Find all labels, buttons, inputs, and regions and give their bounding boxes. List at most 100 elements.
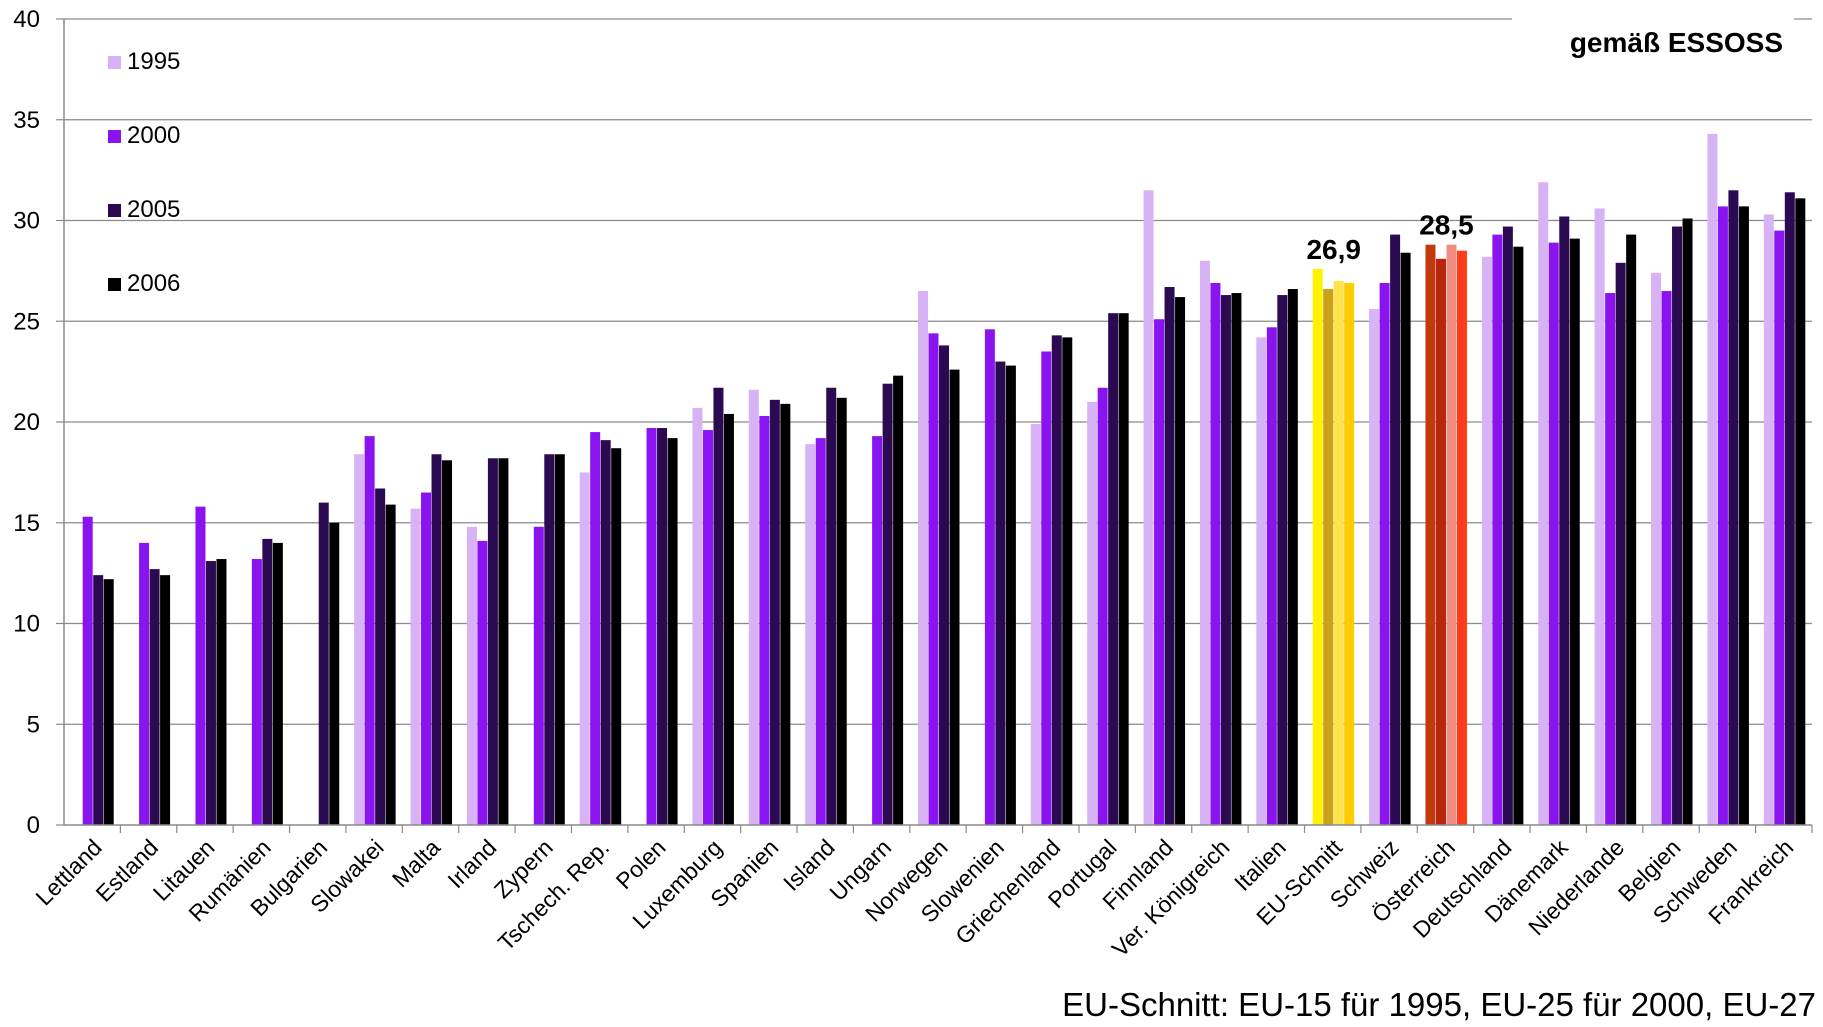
legend-label-1995: 1995 [127, 48, 180, 75]
legend-swatch-2000 [108, 130, 121, 143]
bar-1995 [1030, 424, 1041, 825]
bar-2000 [82, 516, 93, 825]
x-tick-label: Malta [387, 834, 445, 892]
bar-2006 [1231, 293, 1242, 825]
y-tick-label: 5 [27, 711, 40, 738]
bar-2000 [139, 542, 150, 825]
bar-2005 [1108, 313, 1119, 825]
legend-label-2006: 2006 [127, 270, 180, 297]
bar-2005 [657, 428, 668, 825]
bar-2005 [487, 458, 498, 825]
bar-2000 [815, 438, 826, 825]
bar-2005 [544, 454, 555, 825]
bar-2005 [1502, 226, 1513, 826]
bar-2006 [1513, 246, 1524, 825]
bar-2005 [939, 345, 949, 825]
bar-1995 [1763, 214, 1774, 825]
legend-swatch-1995 [108, 56, 121, 69]
bar-2005 [149, 569, 160, 825]
bar-2006 [1795, 198, 1806, 825]
title-background [1512, 18, 1794, 66]
bar-1995 [1651, 272, 1662, 825]
bar-2000 [1154, 319, 1165, 825]
bar-1995 [1256, 337, 1267, 825]
bar-2006 [1175, 297, 1186, 825]
y-tick-label: 40 [13, 6, 40, 33]
bar-2000 [872, 436, 883, 825]
bar-1995 [1087, 401, 1098, 825]
bar-2000 [702, 430, 713, 825]
bar-2006 [385, 504, 396, 825]
bar-2006 [1682, 218, 1693, 826]
y-tick-label: 30 [13, 208, 40, 235]
bar-2006 [272, 542, 283, 825]
y-tick-label: 20 [13, 409, 40, 436]
bar-2000 [1379, 282, 1390, 826]
bar-1995 [1707, 133, 1718, 826]
bar-1995 [805, 444, 816, 825]
bar-1995 [466, 526, 477, 825]
chart-title: gemäß ESSOSS [1570, 27, 1783, 58]
bar-1995 [410, 508, 421, 825]
bar-2000 [928, 333, 939, 825]
bar-2006 [216, 559, 227, 825]
bar-2000 [1266, 327, 1277, 825]
bar-1995 [1199, 260, 1210, 825]
bar-2006 [1456, 250, 1467, 826]
bar-2005 [882, 383, 893, 825]
bar-2000 [1661, 291, 1672, 825]
bar-2000 [1041, 351, 1052, 825]
bar-2006 [836, 397, 847, 825]
bar-2000 [1492, 234, 1503, 826]
bar-1995 [1312, 268, 1323, 825]
bar-2005 [1672, 226, 1683, 826]
y-tick-label: 10 [13, 611, 40, 638]
bar-2005 [1390, 234, 1401, 826]
bar-1995 [918, 291, 928, 825]
x-tick-label: Lettland [30, 834, 106, 910]
legend-label-2000: 2000 [127, 122, 180, 149]
bar-2005 [262, 538, 273, 825]
bar-1995 [354, 454, 365, 825]
bar-2005 [600, 440, 611, 825]
legend: 1995 2000 2005 2006 [108, 48, 180, 297]
x-tick-label: Estland [90, 834, 163, 907]
bar-2000 [1717, 206, 1728, 825]
bar-1995 [1481, 256, 1492, 825]
bar-2006 [1287, 289, 1298, 825]
x-axis-ticks: LettlandEstlandLitauenRumänienBulgarienS… [30, 834, 1798, 962]
bar-2000 [1097, 387, 1108, 825]
footnote: EU-Schnitt: EU-15 für 1995, EU-25 für 20… [1062, 986, 1816, 1023]
bar-2006 [1118, 313, 1129, 825]
bar-2005 [318, 502, 329, 825]
bar-1995 [748, 389, 759, 825]
bar-2000 [759, 415, 770, 825]
bar-2006 [103, 579, 114, 825]
bar-2000 [1548, 242, 1559, 826]
bar-2005 [1277, 295, 1288, 825]
bar-2000 [251, 559, 262, 825]
bar-2006 [1738, 206, 1749, 825]
bar-2005 [431, 454, 442, 825]
legend-swatch-2005 [108, 204, 121, 217]
bar-1995 [692, 407, 703, 825]
bar-2005 [995, 361, 1006, 825]
bar-2005 [375, 488, 386, 825]
bar-1995 [579, 472, 590, 825]
bar-2005 [1615, 262, 1626, 825]
bar-2006 [1569, 238, 1580, 825]
bar-2006 [1344, 282, 1355, 826]
y-tick-label: 25 [13, 308, 40, 335]
bar-1995 [1425, 244, 1436, 825]
bar-2006 [554, 454, 565, 825]
bar-2005 [1446, 244, 1457, 825]
bar-2006 [1005, 365, 1016, 825]
bar-2006 [667, 438, 678, 825]
bar-2000 [646, 428, 657, 825]
bar-2006 [780, 403, 791, 825]
bar-1995 [1538, 182, 1549, 826]
bar-2006 [723, 413, 734, 825]
bar-2006 [949, 369, 960, 825]
bar-2000 [533, 526, 544, 825]
